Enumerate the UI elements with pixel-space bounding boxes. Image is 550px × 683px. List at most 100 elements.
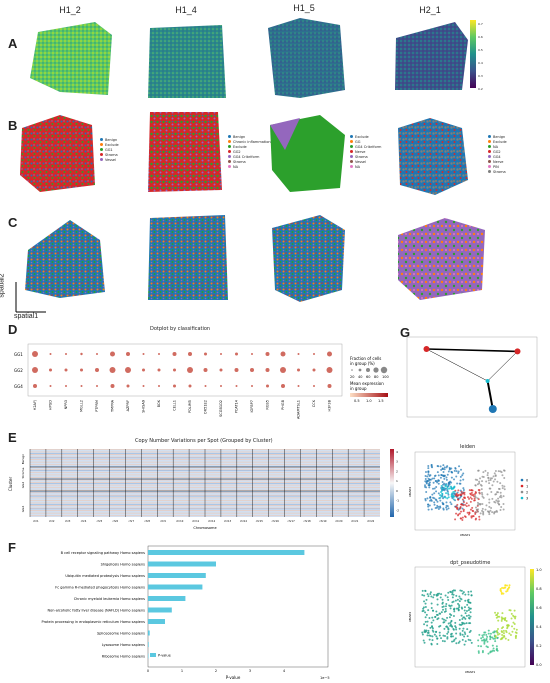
pseudotime-title: dpt_pseudotime	[450, 560, 491, 566]
bar-category-label: Ribosome Homo sapiens	[102, 655, 145, 659]
leiden-point	[466, 496, 469, 499]
tissue-a-h1-5	[268, 18, 345, 98]
leiden-point	[459, 493, 462, 496]
pseudotime-point	[513, 623, 516, 626]
pseudotime-point	[480, 637, 483, 640]
leiden-point	[457, 489, 460, 492]
leiden-point	[478, 480, 481, 483]
leiden-point	[450, 476, 453, 479]
pseudotime-point	[449, 607, 452, 610]
cnv-chrom-label: chr9	[160, 519, 166, 523]
leiden-point	[470, 515, 473, 518]
pseudotime-point	[423, 600, 426, 603]
cbar-a-tick: 0.5	[478, 48, 483, 52]
bar-legend-swatch	[150, 653, 156, 657]
leiden-point	[496, 491, 499, 494]
pseudotime-point	[468, 601, 471, 604]
pseudotime-point	[459, 589, 462, 592]
leiden-point	[451, 471, 454, 474]
bar-category-label: Protein processing in endoplasmic reticu…	[42, 620, 146, 624]
paga-edge	[426, 348, 518, 353]
leiden-point	[490, 490, 493, 493]
pseudotime-point	[514, 635, 517, 638]
pseudotime-point	[493, 637, 496, 640]
dotplot-gene-label: SHISA9	[142, 400, 146, 413]
dotplot-dot	[49, 353, 52, 355]
pseudotime-point	[502, 629, 505, 632]
leiden-point	[442, 475, 445, 478]
leiden-point	[452, 478, 455, 481]
cnv-cluster-label: Benign	[21, 454, 25, 465]
leiden-point	[502, 495, 505, 498]
leiden-point	[475, 517, 478, 520]
dotplot-color-legend-title-2: in group	[350, 386, 367, 391]
leiden-point	[456, 482, 459, 485]
leiden-point	[442, 464, 445, 467]
legend-label: Stroma	[233, 160, 246, 164]
leiden-point	[427, 464, 430, 467]
dotplot-color-legend-title: Mean expression	[350, 381, 384, 386]
leiden-legend-swatch	[520, 490, 524, 494]
leiden-point	[446, 497, 449, 500]
pseudotime-point	[477, 644, 480, 647]
leiden-point	[431, 493, 434, 496]
leiden-point	[443, 466, 446, 469]
legend-label: Benign	[493, 135, 506, 139]
cnv-colorbar-tick: 1	[396, 479, 398, 483]
pseudotime-ylabel: UMAP2	[408, 612, 412, 623]
pseudotime-point	[450, 620, 453, 623]
pseudotime-point	[444, 605, 447, 608]
leiden-point	[427, 505, 430, 508]
legend-entry: Stroma	[488, 170, 507, 175]
leiden-point	[494, 478, 497, 481]
pseudotime-point	[432, 596, 435, 599]
pseudotime-point	[483, 642, 486, 645]
leiden-point	[457, 513, 460, 516]
pseudotime-point	[512, 621, 515, 624]
pseudotime-point	[470, 641, 473, 644]
bar	[148, 550, 305, 555]
cnv-chrom-label: chr15	[256, 519, 264, 523]
pseudotime-point	[499, 590, 502, 593]
dotplot-dot	[265, 352, 270, 356]
legend-swatch	[350, 160, 353, 163]
pseudotime-point	[423, 641, 426, 644]
pseudotime-point	[424, 611, 427, 614]
pseudotime-point	[444, 634, 447, 637]
paga-frame	[406, 336, 538, 418]
leiden-point	[487, 510, 490, 513]
paga-node	[514, 348, 521, 355]
pseudotime-point	[493, 630, 496, 633]
legend-entry: Stroma	[350, 155, 381, 160]
pseudotime-point	[431, 635, 434, 638]
pseudotime-point	[432, 619, 435, 622]
pseudotime-point	[433, 593, 436, 596]
pseudotime-point	[510, 617, 513, 620]
pseudotime-point	[461, 633, 464, 636]
pseudotime-point	[433, 633, 436, 636]
pseudotime-point	[434, 616, 437, 619]
leiden-point	[500, 496, 503, 499]
dotplot-gene-label: PDLIM5	[188, 400, 192, 413]
pseudotime-point	[467, 616, 470, 619]
pathway-bar-chart: B cell receptor signaling pathway Homo s…	[42, 545, 330, 680]
pseudotime-point	[462, 627, 465, 630]
leiden-point	[482, 471, 485, 474]
cnv-colorbar-tick: -2	[396, 508, 399, 512]
leiden-point	[468, 489, 471, 492]
pseudotime-point	[438, 625, 441, 628]
bar-category-label: B cell receptor signaling pathway Homo s…	[61, 551, 146, 555]
color-legend-tick: 1.0	[366, 399, 372, 403]
spatial1-label: spatial1	[14, 313, 39, 320]
leiden-point	[499, 482, 502, 485]
pseudotime-point	[424, 606, 427, 609]
pseudotime-point	[451, 625, 454, 628]
pseudotime-point	[446, 632, 449, 635]
dotplot-gene-label: SCGB1D2	[219, 400, 223, 417]
pseudotime-point	[441, 601, 444, 604]
leiden-legend-label: 0	[526, 479, 528, 483]
leiden-point	[480, 491, 483, 494]
pseudotime-point	[477, 651, 480, 654]
legend-swatch	[100, 138, 103, 141]
leiden-title: leiden	[460, 444, 476, 450]
